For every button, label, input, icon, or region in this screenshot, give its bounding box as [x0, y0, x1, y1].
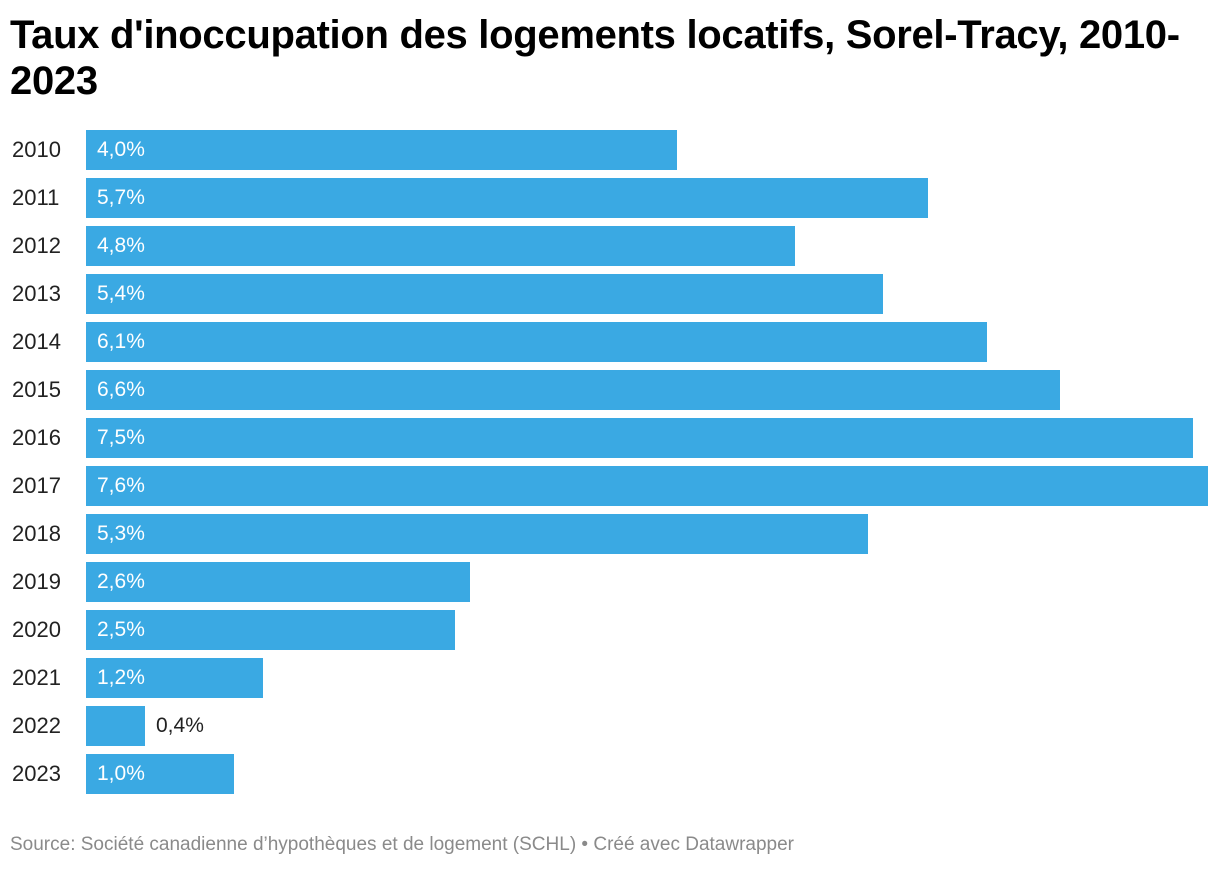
value-label-2021: 1,2%: [97, 666, 145, 689]
category-label-2010: 2010: [12, 137, 61, 162]
bar-2022: [86, 706, 145, 746]
bar-2014: [86, 322, 987, 362]
bar-2021: [86, 658, 263, 698]
category-label-2014: 2014: [12, 329, 61, 354]
category-label-2020: 2020: [12, 617, 61, 642]
bar-2018: [86, 514, 868, 554]
bar-row-2015: 2015 6,6%: [0, 370, 1220, 410]
bar-row-2022: 2022 0,4%: [0, 706, 1220, 746]
bar-row-2023: 2023 1,0%: [0, 754, 1220, 794]
bar-row-2010: 2010 4,0%: [0, 130, 1220, 170]
category-label-2018: 2018: [12, 521, 61, 546]
bar-row-2018: 2018 5,3%: [0, 514, 1220, 554]
bar-2013: [86, 274, 883, 314]
bar-row-2013: 2013 5,4%: [0, 274, 1220, 314]
category-label-2011: 2011: [12, 185, 60, 210]
bar-2019: [86, 562, 470, 602]
bar-2010: [86, 130, 677, 170]
chart-title: Taux d'inoccupation des logements locati…: [10, 13, 1180, 103]
bar-2012: [86, 226, 795, 266]
category-label-2015: 2015: [12, 377, 61, 402]
bar-2011: [86, 178, 928, 218]
value-label-2016: 7,5%: [97, 426, 145, 449]
value-label-2022: 0,4%: [156, 714, 204, 737]
value-label-2014: 6,1%: [97, 330, 145, 353]
category-label-2019: 2019: [12, 569, 61, 594]
value-label-2012: 4,8%: [97, 234, 145, 257]
bar-2020: [86, 610, 455, 650]
bar-2023: [86, 754, 234, 794]
category-label-2012: 2012: [12, 233, 61, 258]
source-footnote: Source: Société canadienne d’hypothèques…: [10, 834, 795, 855]
bar-row-2016: 2016 7,5%: [0, 418, 1220, 458]
value-label-2020: 2,5%: [97, 618, 145, 641]
bar-chart: 2010 4,0% 2011 5,7% 2012 4,8% 2013 5,4% 2014 6,1%…: [0, 130, 1220, 800]
category-label-2023: 2023: [12, 761, 61, 786]
category-label-2016: 2016: [12, 425, 61, 450]
bar-row-2021: 2021 1,2%: [0, 658, 1220, 698]
bar-2015: [86, 370, 1060, 410]
bar-row-2017: 2017 7,6%: [0, 466, 1220, 506]
bar-row-2020: 2020 2,5%: [0, 610, 1220, 650]
value-label-2019: 2,6%: [97, 570, 145, 593]
value-label-2013: 5,4%: [97, 282, 145, 305]
category-label-2017: 2017: [12, 473, 61, 498]
category-label-2013: 2013: [12, 281, 61, 306]
bar-row-2019: 2019 2,6%: [0, 562, 1220, 602]
value-label-2011: 5,7%: [97, 186, 145, 209]
value-label-2018: 5,3%: [97, 522, 145, 545]
bar-2017: [86, 466, 1208, 506]
bar-row-2014: 2014 6,1%: [0, 322, 1220, 362]
bar-row-2012: 2012 4,8%: [0, 226, 1220, 266]
value-label-2010: 4,0%: [97, 138, 145, 161]
value-label-2017: 7,6%: [97, 474, 145, 497]
value-label-2015: 6,6%: [97, 378, 145, 401]
bar-row-2011: 2011 5,7%: [0, 178, 1220, 218]
category-label-2022: 2022: [12, 713, 61, 738]
category-label-2021: 2021: [12, 665, 61, 690]
bar-2016: [86, 418, 1193, 458]
value-label-2023: 1,0%: [97, 762, 145, 785]
